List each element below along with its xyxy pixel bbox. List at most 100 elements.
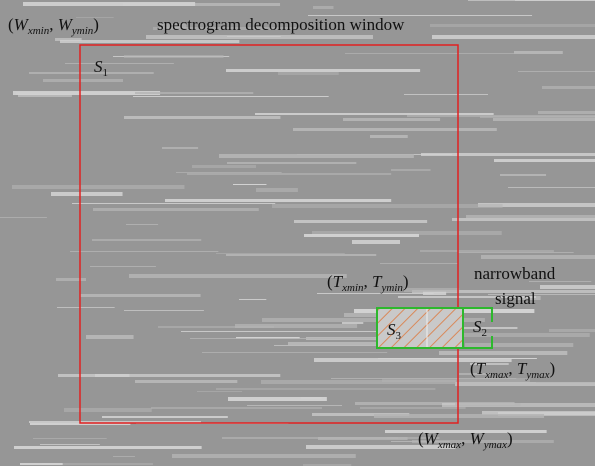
streak [216, 388, 435, 390]
streak [92, 239, 201, 241]
streak [165, 199, 391, 202]
streak [93, 208, 259, 211]
streak [192, 165, 256, 168]
streak [233, 184, 266, 185]
streak [226, 254, 376, 256]
streak [452, 218, 595, 221]
streak [20, 463, 63, 465]
streak [494, 159, 595, 162]
streak [18, 94, 72, 97]
streak [43, 79, 123, 82]
streak [146, 35, 373, 39]
streak [14, 446, 202, 449]
streak [197, 391, 242, 392]
streak [133, 96, 329, 97]
streak [176, 172, 282, 173]
streak [124, 116, 280, 119]
streak [70, 251, 218, 252]
streak [542, 86, 595, 89]
streak [72, 203, 275, 204]
narrowband-label: narrowband [474, 264, 556, 283]
streak [500, 174, 546, 176]
streak [0, 217, 47, 218]
streak [65, 63, 174, 64]
streak [380, 263, 459, 264]
streak [466, 215, 595, 218]
streak [162, 147, 198, 149]
streak [360, 407, 466, 409]
streak [272, 204, 503, 208]
streak [370, 135, 408, 138]
streak [458, 252, 574, 253]
streak [90, 266, 156, 267]
streak [33, 438, 107, 439]
streak [57, 307, 115, 308]
streak [304, 234, 419, 237]
streak [102, 416, 228, 418]
streak [60, 40, 239, 43]
streak [86, 335, 134, 339]
streak [432, 35, 595, 39]
signal-label: signal [495, 289, 536, 308]
streak [391, 169, 431, 171]
streak [129, 274, 347, 278]
streak [480, 116, 595, 118]
page: (Wxmin, Wymin) spectrogram decomposition… [0, 0, 595, 466]
streak [40, 444, 100, 445]
streak [465, 343, 573, 347]
streak [135, 92, 253, 94]
streak [216, 253, 345, 254]
streak [124, 310, 204, 311]
streak [239, 299, 266, 300]
streak [190, 338, 398, 339]
streak [226, 69, 420, 72]
streak [317, 293, 434, 294]
streak [342, 322, 363, 324]
streak [151, 407, 322, 409]
streak [294, 220, 427, 223]
streak [64, 408, 152, 412]
streak [181, 331, 391, 332]
streak [404, 288, 459, 292]
streak [12, 185, 184, 189]
streak [293, 128, 497, 131]
streak [374, 414, 544, 418]
streak [540, 285, 595, 289]
streak [420, 250, 554, 252]
streak [29, 72, 154, 74]
streak [518, 71, 595, 72]
streak [23, 2, 195, 6]
streak [95, 374, 129, 377]
streak [80, 294, 201, 297]
streak [345, 53, 530, 54]
streak [481, 255, 595, 259]
streak [227, 162, 356, 164]
streak [301, 397, 322, 399]
streak [51, 192, 123, 196]
title: spectrogram decomposition window [157, 15, 405, 34]
streak [493, 118, 595, 121]
streak [219, 154, 414, 158]
streak [404, 94, 488, 95]
streak [313, 6, 333, 9]
streak [536, 382, 595, 383]
streak [58, 374, 280, 377]
streak [202, 352, 387, 353]
streak [158, 326, 274, 328]
streak [172, 454, 356, 458]
streak [430, 24, 595, 27]
streak [126, 224, 158, 225]
streak [549, 329, 595, 332]
streak [256, 188, 298, 192]
streak [187, 173, 391, 175]
streak [55, 38, 82, 41]
streak [468, 0, 595, 1]
streak [124, 55, 223, 58]
streak [352, 240, 400, 244]
streak [508, 187, 595, 188]
streak [455, 403, 521, 406]
streak [135, 380, 237, 383]
streak [247, 405, 342, 406]
streak [538, 111, 595, 114]
streak [113, 456, 135, 457]
